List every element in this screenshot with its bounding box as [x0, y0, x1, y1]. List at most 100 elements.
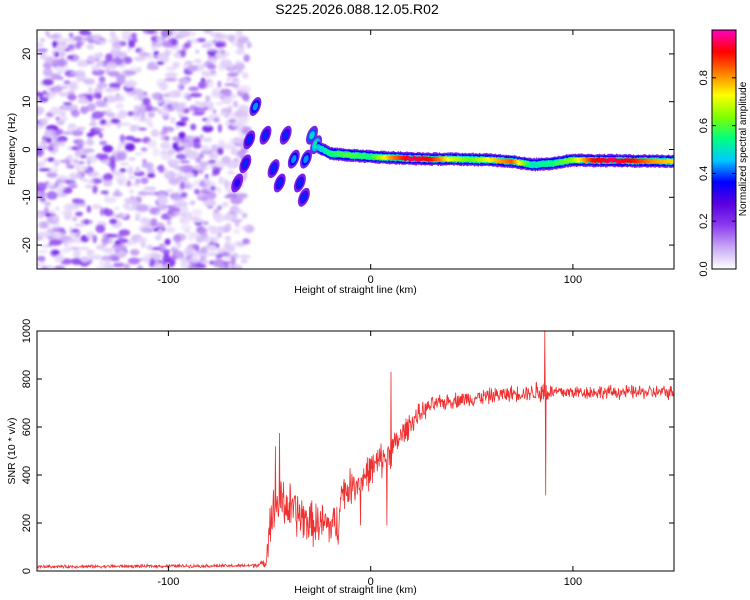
noise-blob — [77, 161, 85, 165]
noise-blob — [142, 97, 151, 106]
colorbar-tick-label: 0.6 — [698, 118, 710, 133]
signal-blob — [246, 135, 253, 144]
noise-blob — [182, 78, 190, 85]
signal-blob — [309, 131, 315, 140]
noise-blob — [124, 143, 136, 152]
noise-blob — [205, 73, 218, 77]
noise-blob — [150, 190, 155, 196]
colorbar-frame — [711, 29, 737, 270]
snr-y-tick-label: 200 — [21, 514, 33, 532]
noise-blob — [157, 93, 171, 98]
noise-blob — [55, 206, 60, 211]
noise-blob — [94, 58, 101, 62]
noise-blob — [129, 124, 137, 132]
noise-blob — [116, 144, 123, 153]
noise-blob — [51, 59, 64, 67]
noise-blob — [199, 164, 206, 169]
noise-blob — [83, 219, 89, 225]
noise-blob — [184, 172, 195, 178]
noise-blob — [113, 206, 120, 211]
noise-blob — [164, 171, 170, 176]
noise-blob — [119, 134, 126, 143]
colorbar-tick-label: 0.2 — [698, 214, 710, 229]
snr-x-tick-label: 0 — [368, 576, 374, 588]
noise-blob — [200, 149, 214, 155]
noise-blob — [51, 49, 56, 56]
noise-blob — [76, 61, 89, 67]
noise-blob — [137, 264, 144, 269]
noise-blob — [109, 30, 116, 38]
noise-blob — [214, 42, 227, 48]
noise-blob — [49, 239, 62, 246]
signal-blob — [262, 131, 269, 140]
noise-blob — [47, 34, 59, 39]
noise-blob — [98, 259, 110, 266]
noise-blob — [174, 200, 182, 205]
spectrogram-x-tick-label: 0 — [368, 274, 374, 286]
noise-blob — [119, 162, 129, 166]
noise-blob — [96, 265, 110, 269]
noise-blob — [227, 170, 235, 175]
noise-blob — [220, 59, 233, 68]
noise-blob — [126, 242, 138, 246]
noise-blob — [180, 192, 188, 198]
noise-blob — [221, 201, 229, 208]
amplitude-colorbar: 0.0 0.2 0.4 0.6 0.8 Normalized spectral ampl… — [698, 29, 749, 277]
noise-blob — [37, 231, 50, 238]
noise-blob — [95, 153, 105, 159]
noise-blob — [177, 82, 185, 92]
noise-blob — [238, 133, 247, 137]
noise-blob — [166, 219, 172, 226]
noise-blob — [122, 202, 131, 209]
noise-blob — [194, 100, 201, 107]
noise-blob — [193, 59, 202, 63]
noise-blob — [196, 249, 208, 254]
noise-blob — [38, 191, 47, 198]
noise-blob — [139, 217, 151, 225]
noise-blob — [71, 232, 77, 238]
noise-blob — [189, 92, 202, 98]
noise-blob — [124, 79, 138, 88]
noise-blob — [190, 123, 197, 131]
noise-blob — [77, 171, 82, 180]
noise-blob — [37, 250, 48, 253]
noise-blob — [209, 260, 214, 265]
noise-blob — [137, 50, 146, 57]
noise-blob — [149, 251, 160, 260]
noise-blob — [181, 206, 189, 212]
noise-blob — [37, 182, 48, 191]
noise-blob — [132, 112, 138, 121]
noise-blob — [87, 55, 96, 63]
noise-blob — [150, 92, 161, 100]
noise-blob — [80, 154, 87, 159]
noise-blob — [90, 178, 103, 184]
noise-blob — [57, 69, 62, 75]
noise-blob — [212, 36, 218, 43]
noise-blob — [150, 129, 160, 138]
noise-blob — [147, 111, 155, 118]
spectrogram-noise-layer — [37, 30, 255, 269]
noise-blob — [86, 103, 96, 112]
noise-blob — [86, 171, 100, 178]
noise-blob — [101, 123, 113, 127]
noise-blob — [175, 121, 187, 127]
noise-blob — [180, 116, 189, 122]
noise-blob — [203, 235, 214, 244]
noise-blob — [70, 257, 83, 265]
spectrogram-x-tick-label: 100 — [564, 274, 582, 286]
noise-blob — [164, 77, 178, 82]
noise-blob — [170, 116, 176, 124]
noise-blob — [180, 225, 193, 231]
noise-blob — [70, 80, 80, 85]
noise-blob — [210, 186, 216, 191]
noise-blob — [236, 194, 248, 200]
noise-blob — [241, 116, 251, 120]
noise-blob — [180, 49, 187, 58]
noise-blob — [111, 44, 123, 49]
noise-blob — [48, 226, 59, 230]
noise-blob — [135, 166, 140, 173]
noise-blob — [156, 196, 169, 206]
noise-blob — [191, 208, 203, 216]
